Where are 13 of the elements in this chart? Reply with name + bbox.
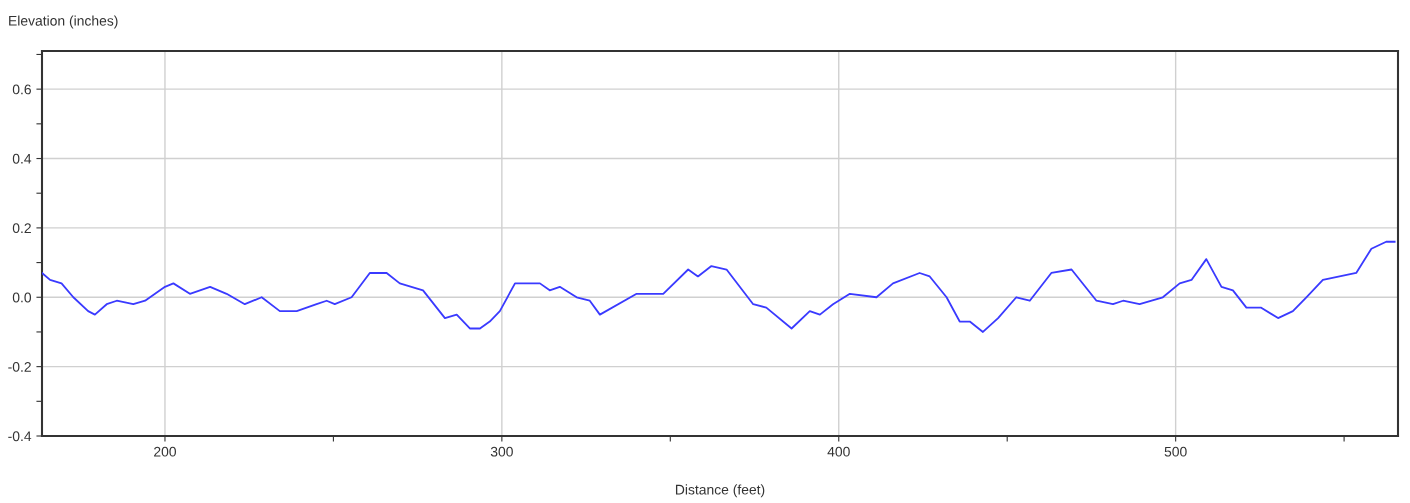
y-tick-label: 0.0 — [12, 292, 32, 303]
x-tick-label: 500 — [1164, 446, 1187, 457]
y-tick-label: 0.4 — [12, 153, 32, 164]
x-tick-label: 400 — [827, 446, 850, 457]
x-tick-label: 200 — [154, 446, 177, 457]
y-axis-title: Elevation (inches) — [9, 15, 118, 29]
x-tick-label: 300 — [490, 446, 513, 457]
y-tick-label: -0.2 — [8, 361, 31, 372]
x-axis-title: Distance (feet) — [675, 484, 765, 498]
line-series — [42, 240, 1396, 333]
y-tick-label: -0.4 — [8, 431, 32, 442]
y-tick-label: 0.2 — [12, 223, 31, 234]
y-tick-label: 0.6 — [12, 84, 31, 95]
